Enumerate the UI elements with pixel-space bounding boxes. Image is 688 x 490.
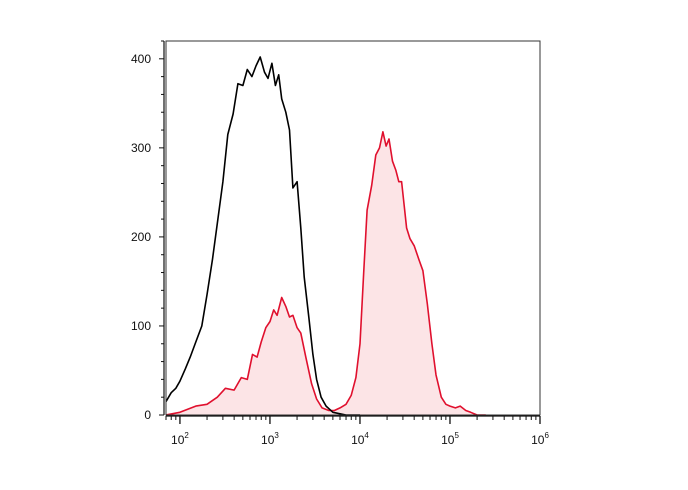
x-tick-exponent: 3	[274, 431, 279, 440]
y-tick-label: 0	[144, 408, 151, 422]
series-0-line	[166, 56, 360, 415]
x-axis: 102 103 104 105 106	[165, 415, 549, 447]
y-tick-label: 200	[131, 230, 151, 244]
x-tick-base: 10	[351, 433, 365, 447]
x-tick-exponent: 6	[544, 431, 549, 440]
x-tick-label: 106	[531, 431, 549, 447]
x-tick-label: 102	[171, 431, 189, 447]
x-tick-exponent: 2	[184, 431, 189, 440]
x-tick-label: 104	[351, 431, 369, 447]
y-axis: 0 100 200 300 400	[131, 40, 165, 422]
x-tick-label: 105	[441, 431, 459, 447]
y-tick-label: 100	[131, 319, 151, 333]
x-tick-base: 10	[441, 433, 455, 447]
series-1-fill	[166, 131, 486, 415]
x-tick-base: 10	[261, 433, 275, 447]
y-tick-label: 400	[131, 52, 151, 66]
x-tick-exponent: 5	[454, 431, 459, 440]
x-tick-base: 10	[531, 433, 545, 447]
x-tick-label: 103	[261, 431, 279, 447]
y-tick-label: 300	[131, 141, 151, 155]
x-tick-exponent: 4	[364, 431, 369, 440]
plot-frame	[165, 40, 541, 416]
x-tick-base: 10	[171, 433, 185, 447]
series-1-line	[166, 131, 486, 415]
